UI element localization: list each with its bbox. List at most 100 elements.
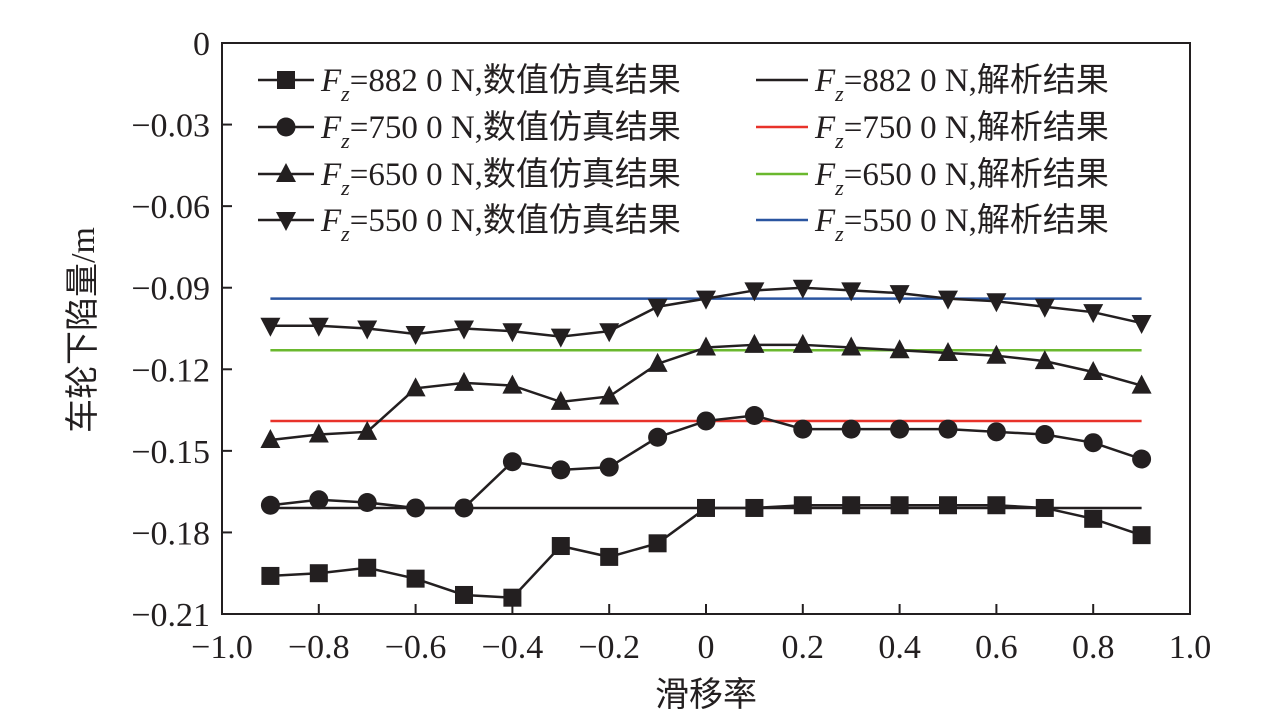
data-point [1084, 509, 1103, 528]
legend-label: Fz=882 0 N,解析结果 [814, 62, 1109, 106]
legend-label-subscript: z [340, 221, 350, 246]
legend-label: Fz=550 0 N,数值仿真结果 [320, 202, 681, 246]
legend-swatch-marker [276, 117, 296, 137]
data-point [939, 496, 957, 515]
y-tick-label: −0.03 [131, 108, 210, 145]
x-tick-label: −1.0 [191, 629, 253, 666]
data-point [550, 328, 571, 348]
data-point [938, 419, 958, 439]
data-point [696, 411, 716, 431]
legend-label-subscript: z [834, 175, 844, 200]
data-point [889, 285, 910, 305]
data-point [405, 325, 426, 345]
data-point [309, 490, 329, 510]
legend-label-text: =550 0 N,数值仿真结果 [350, 202, 681, 239]
data-point [647, 352, 668, 372]
data-point [405, 377, 426, 397]
data-point [841, 419, 861, 439]
legend-label-text: =750 0 N,数值仿真结果 [350, 109, 681, 146]
legend-label: Fz=650 0 N,解析结果 [814, 156, 1109, 200]
data-point [260, 495, 280, 515]
data-point [308, 423, 329, 443]
data-point [1035, 498, 1054, 517]
legend-label-subscript: z [834, 128, 844, 153]
legend-swatch-marker [277, 71, 295, 89]
data-point [454, 371, 474, 391]
legend-label-text: =750 0 N,解析结果 [844, 109, 1109, 146]
data-point [550, 390, 571, 410]
legend-label-subscript: z [340, 81, 350, 106]
data-point [1132, 526, 1151, 545]
data-point [745, 498, 764, 517]
data-point [502, 452, 522, 472]
simulation-series [260, 279, 1152, 607]
legend-label: Fz=550 0 N,解析结果 [814, 202, 1109, 246]
data-point [357, 320, 378, 340]
legend-swatch-marker [276, 163, 296, 182]
data-point [842, 496, 861, 515]
data-point [551, 460, 571, 480]
legend-label-text: =882 0 N,数值仿真结果 [350, 62, 681, 99]
legend-label-subscript: z [834, 221, 844, 246]
legend-label: Fz=650 0 N,数值仿真结果 [320, 156, 681, 200]
data-point [890, 419, 910, 439]
y-tick-label: −0.15 [131, 434, 210, 471]
legend-label-symbol: F [814, 203, 836, 239]
series-line [270, 503, 1142, 599]
data-point [308, 317, 329, 337]
x-tick-label: −0.4 [482, 629, 544, 666]
data-point [792, 279, 813, 299]
data-point [260, 428, 281, 448]
data-point [502, 323, 523, 343]
data-point [358, 558, 377, 577]
data-point [599, 323, 620, 343]
legend-swatch-marker [276, 212, 296, 231]
y-tick-label: −0.12 [131, 352, 210, 389]
legend-label-text: =650 0 N,解析结果 [844, 156, 1109, 193]
legend-label-symbol: F [320, 110, 342, 146]
legend-label-symbol: F [320, 157, 342, 193]
legend-label-subscript: z [340, 175, 350, 200]
data-point [454, 498, 474, 518]
x-tick-label: 1.0 [1169, 629, 1212, 666]
data-point [455, 585, 473, 604]
data-point [1035, 425, 1055, 445]
data-point [261, 566, 280, 585]
x-tick-label: 0 [698, 629, 715, 666]
data-point [1131, 315, 1152, 335]
data-point [744, 333, 765, 353]
data-point [599, 457, 619, 477]
data-point [357, 420, 378, 440]
data-point [502, 374, 523, 394]
data-point [841, 336, 862, 356]
data-point [648, 427, 668, 447]
data-point [648, 534, 667, 553]
y-tick-label: 0 [193, 26, 210, 63]
x-tick-label: 0.6 [975, 629, 1018, 666]
data-point [1034, 298, 1055, 318]
legend-label: Fz=882 0 N,数值仿真结果 [320, 62, 681, 106]
data-point [986, 344, 1007, 364]
x-axis: −1.0 −0.8 −0.6 −0.4 −0.2 0 0.2 0.4 0.6 0.8 1.0 [191, 604, 1211, 666]
x-tick-label: 0.8 [1072, 629, 1115, 666]
x-axis-title: 滑移率 [655, 676, 757, 714]
legend-label-subscript: z [834, 81, 844, 106]
data-point [1083, 304, 1104, 324]
x-tick-label: −0.2 [578, 629, 640, 666]
data-point [454, 320, 474, 340]
legend-label-subscript: z [340, 128, 350, 153]
data-point [792, 333, 813, 353]
data-point [1132, 449, 1152, 469]
x-tick-label: −0.8 [288, 629, 350, 666]
data-point [357, 493, 377, 513]
legend-label-symbol: F [320, 203, 342, 239]
data-point [986, 422, 1006, 442]
legend-label-symbol: F [814, 157, 836, 193]
data-point [1083, 433, 1103, 453]
legend-label: Fz=750 0 N,解析结果 [814, 109, 1109, 153]
x-tick-label: −0.6 [385, 629, 447, 666]
data-point [406, 498, 426, 518]
y-axis-title: 车轮下陷量/m [64, 227, 102, 433]
